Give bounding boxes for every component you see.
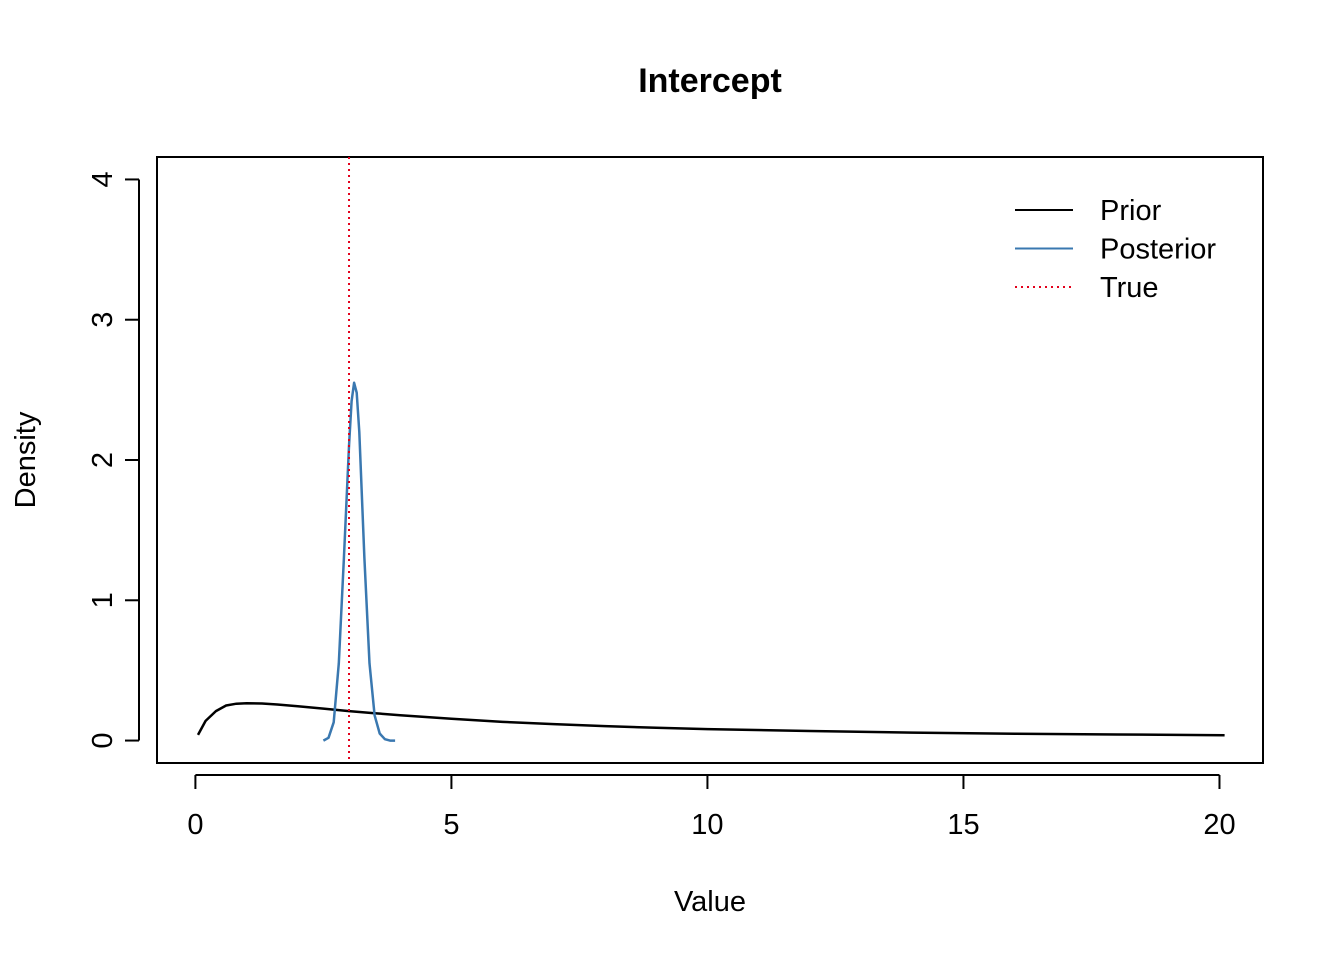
legend: Prior Posterior True (1015, 195, 1216, 304)
prior-density-line (196, 701, 1225, 737)
x-axis: 0 5 10 15 20 (187, 774, 1236, 841)
plot-frame (156, 156, 1264, 764)
x-tick-label: 15 (947, 809, 979, 841)
y-tick-label: 1 (87, 592, 119, 608)
x-tick-label: 10 (691, 809, 723, 841)
chart-title: Intercept (638, 62, 782, 100)
x-tick-label: 5 (443, 809, 459, 841)
y-tick-label: 0 (87, 732, 119, 748)
y-tick-label: 2 (87, 452, 119, 468)
x-tick-label: 0 (187, 809, 203, 841)
legend-prior-label: Prior (1100, 195, 1162, 227)
series-layer (196, 157, 1225, 763)
y-tick-label: 4 (87, 171, 119, 187)
legend-true-label: True (1100, 272, 1159, 304)
y-axis: 0 1 2 3 4 (87, 171, 140, 749)
y-tick-label: 3 (87, 312, 119, 328)
x-tick-label: 20 (1203, 809, 1235, 841)
x-axis-label: Value (674, 886, 746, 918)
y-axis-label: Density (10, 411, 42, 508)
posterior-density-line (322, 381, 396, 742)
legend-posterior-label: Posterior (1100, 234, 1216, 266)
